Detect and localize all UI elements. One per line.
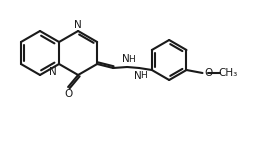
Text: H: H <box>140 71 147 80</box>
Text: N: N <box>74 20 82 30</box>
Text: N: N <box>122 54 130 64</box>
Text: CH₃: CH₃ <box>219 68 238 78</box>
Text: N: N <box>134 71 142 81</box>
Text: O: O <box>205 68 213 78</box>
Text: H: H <box>128 55 135 64</box>
Text: N: N <box>49 67 57 77</box>
Text: O: O <box>64 89 72 99</box>
